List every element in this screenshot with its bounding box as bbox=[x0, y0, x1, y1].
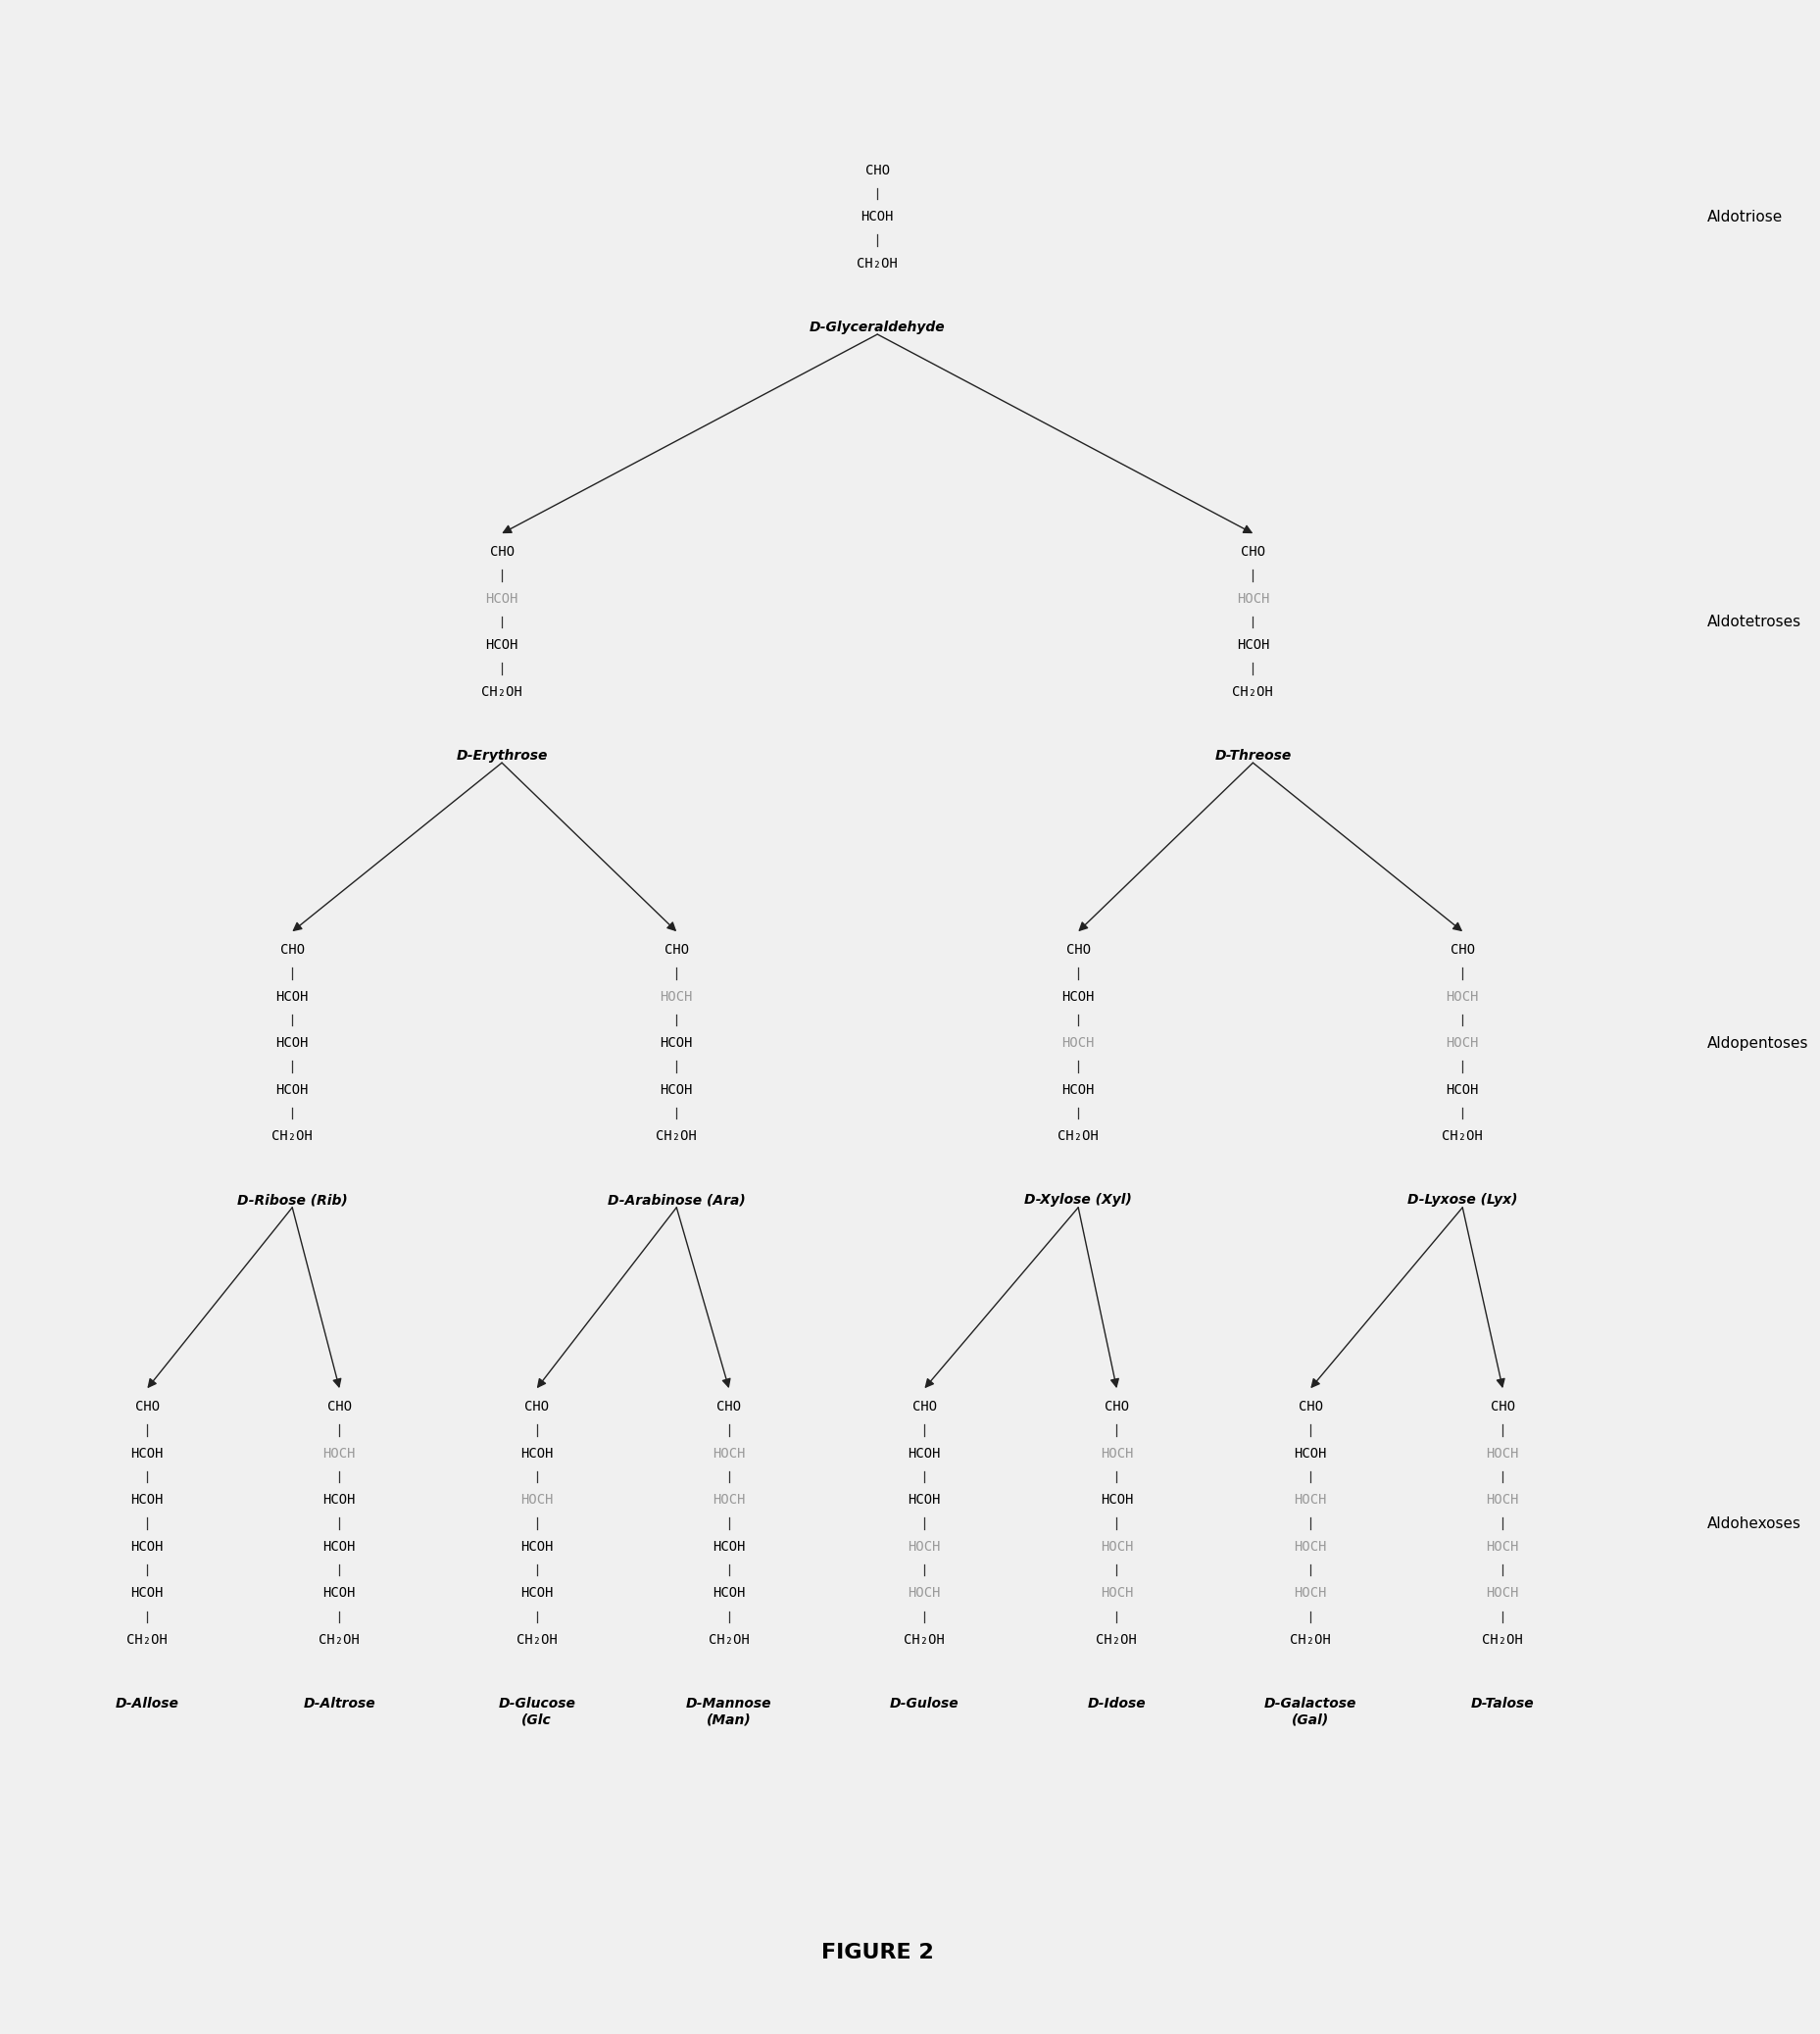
Text: CHO: CHO bbox=[912, 1399, 935, 1414]
Text: CHO: CHO bbox=[1449, 944, 1474, 958]
Text: CH₂OH: CH₂OH bbox=[1057, 1129, 1097, 1143]
Text: CH₂OH: CH₂OH bbox=[480, 685, 522, 700]
Text: HCOH: HCOH bbox=[131, 1446, 164, 1460]
Text: CH₂OH: CH₂OH bbox=[1289, 1633, 1330, 1648]
Text: HCOH: HCOH bbox=[661, 1037, 693, 1050]
Text: CHO: CHO bbox=[717, 1399, 741, 1414]
Text: HCOH: HCOH bbox=[322, 1540, 355, 1554]
Text: HOCH: HOCH bbox=[1099, 1587, 1132, 1601]
Text: HOCH: HOCH bbox=[1485, 1493, 1518, 1507]
Text: HOCH: HOCH bbox=[1236, 592, 1269, 606]
Text: D-Idose: D-Idose bbox=[1087, 1696, 1145, 1711]
Text: HOCH: HOCH bbox=[712, 1493, 744, 1507]
Text: HCOH: HCOH bbox=[1061, 991, 1094, 1003]
Text: D-Galactose
(Gal): D-Galactose (Gal) bbox=[1263, 1696, 1356, 1727]
Text: HOCH: HOCH bbox=[661, 991, 693, 1003]
Text: HCOH: HCOH bbox=[861, 210, 894, 224]
Text: D-Ribose (Rib): D-Ribose (Rib) bbox=[237, 1194, 348, 1206]
Text: HCOH: HCOH bbox=[131, 1493, 164, 1507]
Text: HCOH: HCOH bbox=[1061, 1082, 1094, 1096]
Text: HCOH: HCOH bbox=[908, 1446, 941, 1460]
Text: D-Glucose
(Glc: D-Glucose (Glc bbox=[499, 1696, 575, 1727]
Text: CH₂OH: CH₂OH bbox=[1232, 685, 1272, 700]
Text: HCOH: HCOH bbox=[322, 1587, 355, 1601]
Text: HOCH: HOCH bbox=[322, 1446, 355, 1460]
Text: HCOH: HCOH bbox=[322, 1493, 355, 1507]
Text: HCOH: HCOH bbox=[521, 1587, 553, 1601]
Text: HCOH: HCOH bbox=[908, 1493, 941, 1507]
Text: Aldohexoses: Aldohexoses bbox=[1705, 1515, 1800, 1532]
Text: HCOH: HCOH bbox=[275, 991, 309, 1003]
Text: CH₂OH: CH₂OH bbox=[517, 1633, 557, 1648]
Text: HCOH: HCOH bbox=[1445, 1082, 1478, 1096]
Text: CH₂OH: CH₂OH bbox=[655, 1129, 697, 1143]
Text: HOCH: HOCH bbox=[1294, 1493, 1327, 1507]
Text: D-Gulose: D-Gulose bbox=[890, 1696, 959, 1711]
Text: CH₂OH: CH₂OH bbox=[1481, 1633, 1522, 1648]
Text: D-Arabinose (Ara): D-Arabinose (Ara) bbox=[608, 1194, 744, 1206]
Text: HOCH: HOCH bbox=[1485, 1446, 1518, 1460]
Text: CH₂OH: CH₂OH bbox=[1441, 1129, 1481, 1143]
Text: HCOH: HCOH bbox=[1236, 639, 1269, 653]
Text: HOCH: HOCH bbox=[908, 1587, 941, 1601]
Text: CH₂OH: CH₂OH bbox=[318, 1633, 360, 1648]
Text: CH₂OH: CH₂OH bbox=[1096, 1633, 1138, 1648]
Text: CHO: CHO bbox=[1239, 545, 1265, 559]
Text: D-Talose: D-Talose bbox=[1471, 1696, 1534, 1711]
Text: HOCH: HOCH bbox=[1294, 1540, 1327, 1554]
Text: D-Glyceraldehyde: D-Glyceraldehyde bbox=[810, 319, 945, 334]
Text: HOCH: HOCH bbox=[1485, 1540, 1518, 1554]
Text: HCOH: HCOH bbox=[1294, 1446, 1327, 1460]
Text: HCOH: HCOH bbox=[661, 1082, 693, 1096]
Text: HCOH: HCOH bbox=[712, 1540, 744, 1554]
Text: HCOH: HCOH bbox=[131, 1587, 164, 1601]
Text: CHO: CHO bbox=[1103, 1399, 1128, 1414]
Text: HOCH: HOCH bbox=[521, 1493, 553, 1507]
Text: D-Mannose
(Man): D-Mannose (Man) bbox=[686, 1696, 772, 1727]
Text: HOCH: HOCH bbox=[1445, 991, 1478, 1003]
Text: CH₂OH: CH₂OH bbox=[271, 1129, 313, 1143]
Text: HCOH: HCOH bbox=[131, 1540, 164, 1554]
Text: HCOH: HCOH bbox=[712, 1587, 744, 1601]
Text: HCOH: HCOH bbox=[1099, 1493, 1132, 1507]
Text: HOCH: HOCH bbox=[1099, 1540, 1132, 1554]
Text: HCOH: HCOH bbox=[486, 639, 519, 653]
Text: HOCH: HOCH bbox=[1445, 1037, 1478, 1050]
Text: CHO: CHO bbox=[664, 944, 688, 958]
Text: D-Xylose (Xyl): D-Xylose (Xyl) bbox=[1025, 1194, 1132, 1206]
Text: HOCH: HOCH bbox=[712, 1446, 744, 1460]
Text: D-Altrose: D-Altrose bbox=[304, 1696, 375, 1711]
Text: CHO: CHO bbox=[135, 1399, 160, 1414]
Text: D-Threose: D-Threose bbox=[1214, 749, 1290, 763]
Text: HCOH: HCOH bbox=[275, 1082, 309, 1096]
Text: CH₂OH: CH₂OH bbox=[708, 1633, 750, 1648]
Text: HCOH: HCOH bbox=[486, 592, 519, 606]
Text: HOCH: HOCH bbox=[1294, 1587, 1327, 1601]
Text: Aldotetroses: Aldotetroses bbox=[1705, 614, 1800, 629]
Text: CHO: CHO bbox=[524, 1399, 550, 1414]
Text: HCOH: HCOH bbox=[521, 1446, 553, 1460]
Text: HOCH: HOCH bbox=[908, 1540, 941, 1554]
Text: CHO: CHO bbox=[280, 944, 304, 958]
Text: HCOH: HCOH bbox=[275, 1037, 309, 1050]
Text: Aldotriose: Aldotriose bbox=[1705, 210, 1782, 224]
Text: CHO: CHO bbox=[1489, 1399, 1514, 1414]
Text: HOCH: HOCH bbox=[1061, 1037, 1094, 1050]
Text: D-Allose: D-Allose bbox=[115, 1696, 178, 1711]
Text: CHO: CHO bbox=[864, 163, 890, 177]
Text: CHO: CHO bbox=[1298, 1399, 1321, 1414]
Text: CHO: CHO bbox=[490, 545, 513, 559]
Text: Aldopentoses: Aldopentoses bbox=[1705, 1035, 1807, 1052]
Text: HOCH: HOCH bbox=[1099, 1446, 1132, 1460]
Text: CH₂OH: CH₂OH bbox=[857, 256, 897, 271]
Text: D-Lyxose (Lyx): D-Lyxose (Lyx) bbox=[1407, 1194, 1516, 1206]
Text: CHO: CHO bbox=[328, 1399, 351, 1414]
Text: CH₂OH: CH₂OH bbox=[127, 1633, 167, 1648]
Text: HOCH: HOCH bbox=[1485, 1587, 1518, 1601]
Text: D-Erythrose: D-Erythrose bbox=[455, 749, 548, 763]
Text: CHO: CHO bbox=[1065, 944, 1090, 958]
Text: HCOH: HCOH bbox=[521, 1540, 553, 1554]
Text: CH₂OH: CH₂OH bbox=[903, 1633, 945, 1648]
Text: FIGURE 2: FIGURE 2 bbox=[821, 1942, 934, 1963]
